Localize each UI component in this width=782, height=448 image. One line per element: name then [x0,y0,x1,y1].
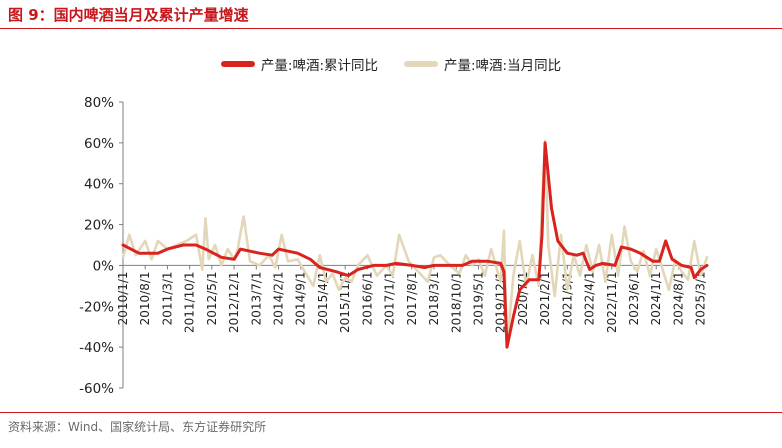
x-tick-label: 2022/4/1 [583,271,597,325]
legend-label-monthly: 产量:啤酒:当月同比 [444,58,562,74]
x-tick-label: 2010/1/1 [116,271,130,325]
y-tick-label: -40% [79,340,114,356]
x-tick-label: 2017/1/1 [383,271,397,325]
x-tick-label: 2023/6/1 [627,271,641,325]
x-tick-label: 2018/10/1 [449,271,463,333]
x-tick-label: 2012/12/1 [227,271,241,333]
x-tick-label: 2024/1/1 [649,271,663,325]
series-line-monthly [121,139,709,349]
x-tick-label: 2021/2/1 [538,271,552,325]
x-tick-label: 2017/8/1 [405,271,419,325]
y-tick-label: 0% [93,258,115,274]
x-tick-label: 2016/6/1 [360,271,374,325]
legend-swatch-cumulative [220,61,255,67]
y-tick-label: -20% [79,299,114,315]
y-tick-label: -60% [79,381,114,397]
x-tick-label: 2024/8/1 [671,271,685,325]
x-tick-label: 2022/11/1 [605,271,619,333]
x-tick-label: 2011/10/1 [183,271,197,333]
x-tick-label: 2013/7/1 [249,271,263,325]
line-chart: -60% -40% -20% 0% 20% 40% 60% 80% 2010/1/1 2010/8… [79,95,709,397]
x-tick-label: 2012/5/1 [205,271,219,325]
top-divider [0,28,782,29]
legend-swatch-monthly [404,61,438,67]
y-tick-label: 20% [84,218,114,234]
source-note: 资料来源：Wind、国家统计局、东方证券研究所 [8,420,267,434]
y-tick-label: 60% [84,136,114,152]
x-tick-label: 2025/3/1 [694,271,708,325]
y-tick-label: 40% [84,177,114,193]
legend-item-cumulative: 产量:啤酒:累计同比 [220,54,378,74]
chart-title: 图 9：国内啤酒当月及累计产量增速 [8,6,249,24]
x-tick-label: 2010/8/1 [138,271,152,325]
bottom-divider [0,412,782,413]
x-tick-label: 2014/9/1 [294,271,308,325]
legend-label-cumulative: 产量:啤酒:累计同比 [260,58,378,74]
legend: 产量:啤酒:累计同比 产量:啤酒:当月同比 [0,52,782,76]
x-tick-label: 2014/2/1 [272,271,286,325]
x-tick-label: 2018/3/1 [427,271,441,325]
legend-item-monthly: 产量:啤酒:当月同比 [404,54,561,74]
x-tick-label: 2015/4/1 [316,271,330,325]
x-tick-label: 2021/9/1 [560,271,574,325]
x-tick-label: 2011/3/1 [160,271,174,325]
x-tick-label: 2019/5/1 [471,271,485,325]
y-tick-label: 80% [84,95,114,111]
series-line-cumulative [121,141,709,349]
